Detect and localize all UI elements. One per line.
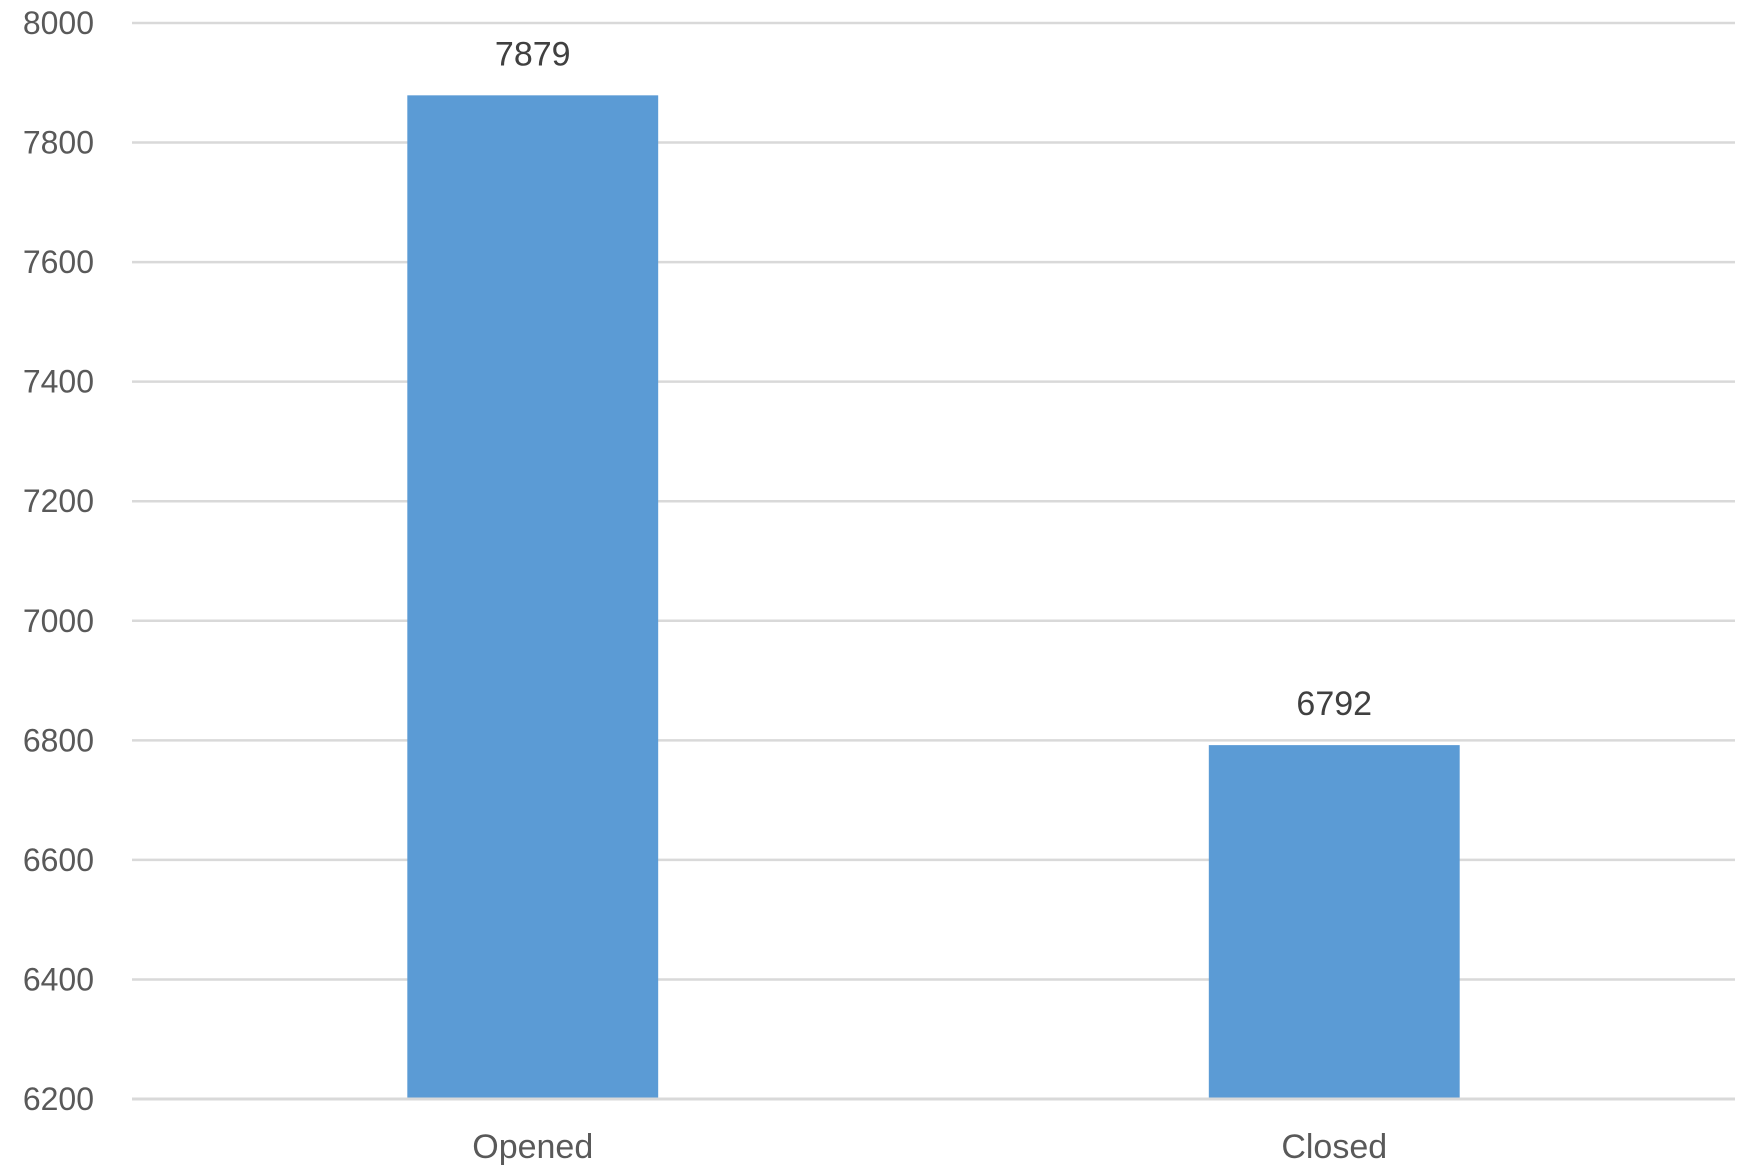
gridlines — [132, 21, 1735, 981]
y-tick-label: 7400 — [23, 364, 94, 400]
category-label: Opened — [472, 1128, 593, 1166]
data-label: 6792 — [1296, 685, 1372, 723]
bar-closed — [1208, 745, 1460, 1099]
bar-opened — [407, 95, 659, 1099]
y-tick-label: 7200 — [23, 483, 94, 519]
bars — [407, 95, 1460, 1099]
y-tick-label: 6600 — [23, 842, 94, 878]
category-labels: Opened Closed — [472, 1128, 1387, 1166]
y-axis-ticks: 6200 6400 6600 6800 7000 7200 7400 7600 7800 8000 — [23, 5, 94, 1117]
y-tick-label: 6200 — [23, 1081, 94, 1117]
y-tick-label: 7600 — [23, 244, 94, 280]
data-label: 7879 — [495, 35, 571, 73]
y-tick-label: 7800 — [23, 125, 94, 161]
y-tick-label: 6800 — [23, 722, 94, 758]
category-label: Closed — [1281, 1128, 1387, 1166]
y-tick-label: 8000 — [23, 5, 94, 41]
y-tick-label: 6400 — [23, 961, 94, 997]
data-labels: 7879 6792 — [495, 35, 1372, 723]
y-tick-label: 7000 — [23, 603, 94, 639]
